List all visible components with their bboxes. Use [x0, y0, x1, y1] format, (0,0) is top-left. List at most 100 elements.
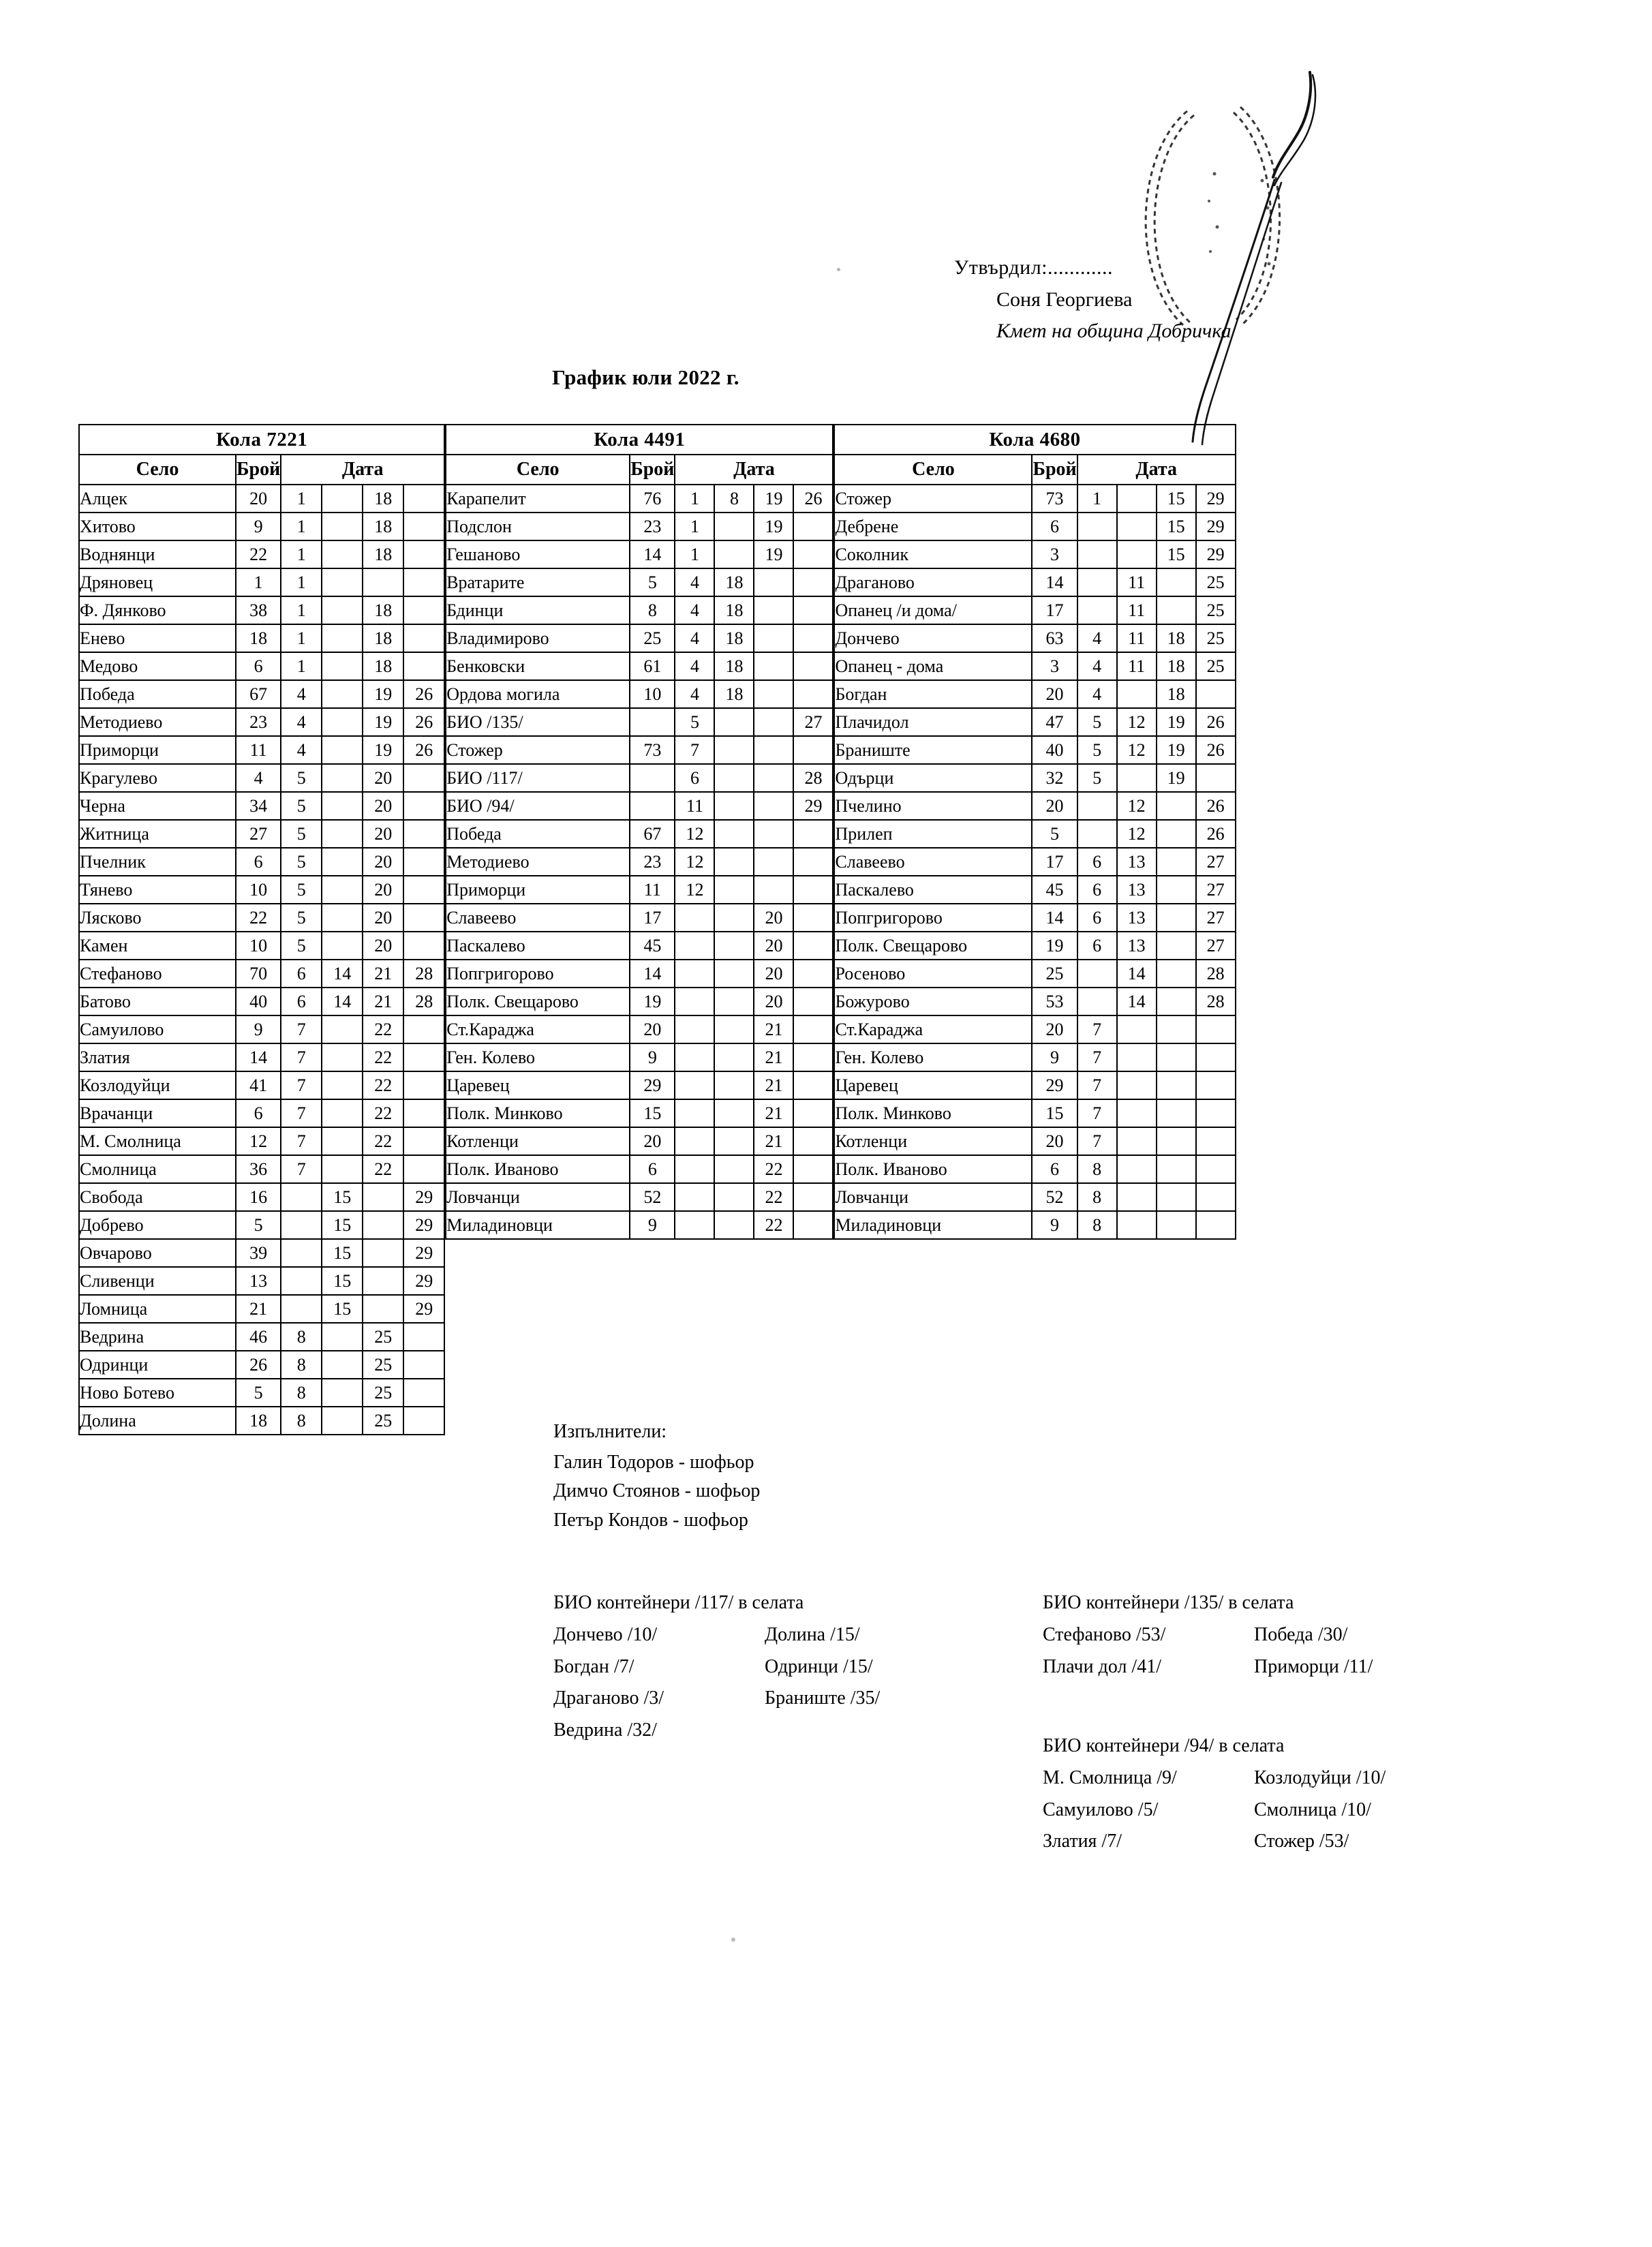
cell-date [1155, 1071, 1197, 1100]
cell-count: 9 [1031, 1043, 1078, 1072]
cell-date [362, 1210, 405, 1240]
cell-village: Миладиновци [833, 1210, 1033, 1240]
cell-date [674, 987, 716, 1016]
table-row: Богдан 20 4 18 [833, 679, 1236, 709]
cell-date: 1 [280, 596, 323, 625]
cell-date [403, 484, 446, 513]
cell-date [793, 987, 834, 1016]
cell-date [793, 819, 834, 849]
cell-count: 10 [234, 875, 282, 904]
cell-count: 6 [234, 1099, 282, 1128]
header-village: Село [78, 454, 236, 485]
cell-date [714, 987, 755, 1016]
cell-count: 19 [1031, 931, 1078, 960]
cell-village: Паскалево [445, 931, 631, 960]
cell-village: Полк. Свещарово [445, 987, 631, 1016]
cell-count: 21 [234, 1294, 282, 1324]
cell-date: 22 [362, 1127, 405, 1156]
cell-count: 6 [1031, 1155, 1078, 1184]
table-row: Дряновец 1 1 [78, 568, 446, 597]
cell-date [321, 624, 364, 653]
cell-date: 20 [753, 959, 795, 988]
cell-date [321, 568, 364, 597]
cell-count: 76 [629, 484, 676, 513]
cell-count: 20 [1031, 1127, 1078, 1156]
cell-date: 27 [1195, 903, 1236, 932]
cell-date [403, 875, 446, 904]
cell-date: 18 [714, 679, 755, 709]
cell-date: 29 [1195, 512, 1236, 541]
cell-date: 18 [362, 652, 405, 681]
cell-count: 20 [1031, 1015, 1078, 1044]
bio-entry: Плачи дол /41/ [1043, 1655, 1161, 1677]
cell-date: 13 [1116, 847, 1157, 876]
cell-count: 47 [1031, 707, 1078, 737]
table-row: Енево 18 1 18 [78, 624, 446, 653]
cell-count: 10 [234, 931, 282, 960]
cell-date: 6 [674, 763, 716, 793]
cell-village: Ген. Колево [445, 1043, 631, 1072]
table-row: Смолница 36 7 22 [78, 1155, 446, 1184]
table-row: Плачидол 47 5 12 19 26 [833, 707, 1236, 737]
table-row: Паскалево 45 20 [445, 931, 834, 960]
table-row: Владимирово 25 4 18 [445, 624, 834, 653]
table-row: Опанец - дома 3 4 11 18 25 [833, 652, 1236, 681]
cell-village: Приморци [78, 735, 236, 765]
cell-date: 20 [362, 875, 405, 904]
cell-date [793, 959, 834, 988]
cell-count: 63 [1031, 624, 1078, 653]
cell-date: 8 [280, 1322, 323, 1351]
cell-count: 14 [1031, 903, 1078, 932]
cell-date: 19 [362, 735, 405, 765]
cell-count: 25 [629, 624, 676, 653]
cell-date: 13 [1116, 875, 1157, 904]
table-row: Драганово 14 11 25 [833, 568, 1236, 597]
cell-count: 11 [234, 735, 282, 765]
table-row: Приморци 11 4 19 26 [78, 735, 446, 765]
bio-entry: Ведрина /32/ [553, 1719, 657, 1741]
cell-count: 23 [234, 707, 282, 737]
table-row: Лясково 22 5 20 [78, 903, 446, 932]
cell-village: Батово [78, 987, 236, 1016]
cell-village: Приморци [445, 875, 631, 904]
cell-date: 19 [1155, 735, 1197, 765]
cell-count: 27 [234, 819, 282, 849]
cell-count: 14 [234, 1043, 282, 1072]
cell-village: Ст.Караджа [445, 1015, 631, 1044]
cell-date [674, 931, 716, 960]
cell-date: 5 [674, 707, 716, 737]
cell-date [321, 931, 364, 960]
cell-count: 17 [1031, 596, 1078, 625]
bio-entry: Смолница /10/ [1254, 1799, 1371, 1820]
cell-date [793, 847, 834, 876]
cell-date [714, 1071, 755, 1100]
table-row: Камен 10 5 20 [78, 931, 446, 960]
table-row: Росеново 25 14 28 [833, 959, 1236, 988]
cell-date: 1 [280, 624, 323, 653]
cell-date [1155, 875, 1197, 904]
bio-entry: Златия /7/ [1043, 1831, 1122, 1852]
cell-count: 32 [1031, 763, 1078, 793]
cell-date: 15 [1155, 540, 1197, 569]
table-row: Попгригорово 14 6 13 27 [833, 903, 1236, 932]
cell-date [1195, 679, 1236, 709]
cell-count: 29 [629, 1071, 676, 1100]
cell-village: Житница [78, 819, 236, 849]
cell-date: 27 [793, 707, 834, 737]
cell-date: 6 [1076, 903, 1118, 932]
cell-village: Свобода [78, 1182, 236, 1212]
cell-date: 1 [280, 540, 323, 569]
bio-entry: Стожер /53/ [1254, 1831, 1349, 1852]
cell-date [793, 1210, 834, 1240]
table-row: Полк. Свещарово 19 20 [445, 987, 834, 1016]
bio-entry: Победа /30/ [1254, 1624, 1348, 1646]
cell-count: 20 [1031, 791, 1078, 821]
cell-date [1116, 1210, 1157, 1240]
car-title: Кола 7221 [78, 424, 446, 455]
cell-count: 9 [234, 1015, 282, 1044]
cell-date [403, 1015, 446, 1044]
cell-date: 18 [362, 512, 405, 541]
cell-date: 1 [280, 484, 323, 513]
cell-count: 9 [234, 512, 282, 541]
cell-date: 19 [753, 540, 795, 569]
